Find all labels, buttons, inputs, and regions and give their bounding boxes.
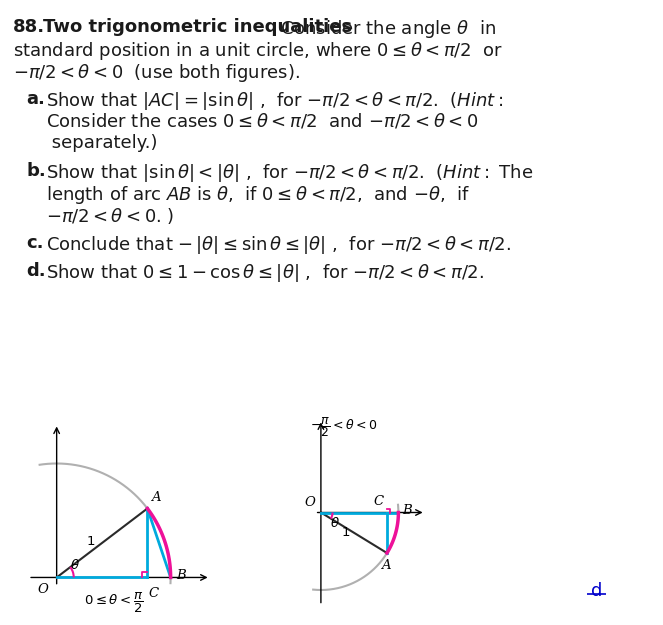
- Text: length of arc $AB$ is $\theta$,  if $0 \leq \theta < \pi/2$,  and $-\theta$,  if: length of arc $AB$ is $\theta$, if $0 \l…: [46, 184, 470, 206]
- Text: a.: a.: [26, 90, 45, 108]
- Text: C: C: [149, 587, 158, 599]
- Text: Show that $|\sin\theta| < |\theta|$ ,  for $-\pi/2 < \theta < \pi/2$.  $(Hint:$ : Show that $|\sin\theta| < |\theta|$ , fo…: [46, 162, 533, 184]
- Text: O: O: [304, 496, 316, 509]
- Text: standard position in a unit circle, where $0 \leq \theta < \pi/2$  or: standard position in a unit circle, wher…: [13, 40, 503, 62]
- Text: $\theta$: $\theta$: [330, 516, 339, 531]
- Text: Show that $|AC| = |\sin\theta|$ ,  for $-\pi/2 < \theta < \pi/2$.  $(Hint:$: Show that $|AC| = |\sin\theta|$ , for $-…: [46, 90, 503, 112]
- Text: 1: 1: [86, 536, 95, 548]
- Text: $-\pi/2 < \theta < 0$  (use both figures).: $-\pi/2 < \theta < 0$ (use both figures)…: [13, 62, 300, 84]
- Text: Consider the cases $0 \leq \theta < \pi/2$  and $-\pi/2 < \theta < 0$: Consider the cases $0 \leq \theta < \pi/…: [46, 112, 478, 131]
- Text: $-\pi/2 < \theta < 0$. ): $-\pi/2 < \theta < 0$. ): [46, 206, 174, 226]
- Text: $\theta$: $\theta$: [70, 558, 80, 572]
- Text: B: B: [176, 569, 186, 582]
- Text: A: A: [381, 559, 391, 572]
- Text: A: A: [151, 491, 160, 504]
- Text: C: C: [374, 495, 384, 508]
- Text: Show that $0 \leq 1 - \cos\theta \leq |\theta|$ ,  for $-\pi/2 < \theta < \pi/2$: Show that $0 \leq 1 - \cos\theta \leq |\…: [46, 262, 484, 284]
- Text: Conclude that $-\,|\theta| \leq \sin\theta \leq |\theta|$ ,  for $-\pi/2 < \thet: Conclude that $-\,|\theta| \leq \sin\the…: [46, 234, 511, 256]
- Text: B: B: [402, 504, 412, 517]
- Text: d.: d.: [26, 262, 46, 280]
- Text: 88.: 88.: [13, 18, 45, 36]
- Text: 1: 1: [342, 526, 351, 539]
- Text: $-\dfrac{\pi}{2} < \theta < 0$: $-\dfrac{\pi}{2} < \theta < 0$: [310, 415, 378, 439]
- Text: Consider the angle $\theta$  in: Consider the angle $\theta$ in: [275, 18, 496, 40]
- Text: d: d: [591, 582, 603, 599]
- Text: separately.): separately.): [46, 134, 158, 152]
- Text: c.: c.: [26, 234, 44, 252]
- Text: Two trigonometric inequalities: Two trigonometric inequalities: [43, 18, 352, 36]
- Text: b.: b.: [26, 162, 46, 180]
- Text: O: O: [38, 583, 48, 596]
- Text: $0 \leq \theta < \dfrac{\pi}{2}$: $0 \leq \theta < \dfrac{\pi}{2}$: [84, 591, 143, 614]
